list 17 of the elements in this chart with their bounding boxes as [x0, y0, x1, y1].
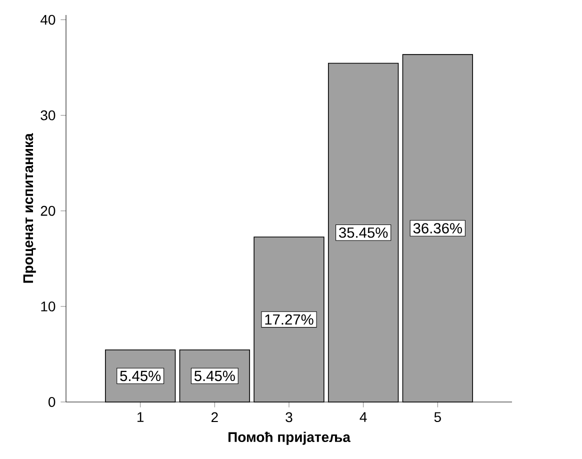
x-tick-label: 3 [286, 412, 292, 422]
x-tick-label: 4 [360, 412, 367, 422]
data-label: 5.45% [120, 370, 161, 382]
data-label: 5.45% [194, 370, 235, 382]
y-tick-label: 30 [40, 110, 56, 120]
x-axis-title: Помоћ пријатеља [228, 432, 351, 445]
y-tick-label: 10 [41, 301, 56, 312]
x-tick-label: 1 [138, 412, 144, 422]
y-tick-label: 20 [40, 206, 56, 216]
y-axis-title: Проценат испитаника [23, 133, 36, 283]
data-label: 35.45% [339, 227, 388, 238]
data-label: 17.27% [265, 314, 314, 325]
data-label: 36.36% [413, 223, 462, 234]
x-tick-label: 2 [211, 412, 218, 422]
x-tick-label: 5 [434, 412, 441, 422]
y-tick-label: 40 [40, 14, 56, 25]
y-tick-label: 0 [48, 397, 56, 407]
